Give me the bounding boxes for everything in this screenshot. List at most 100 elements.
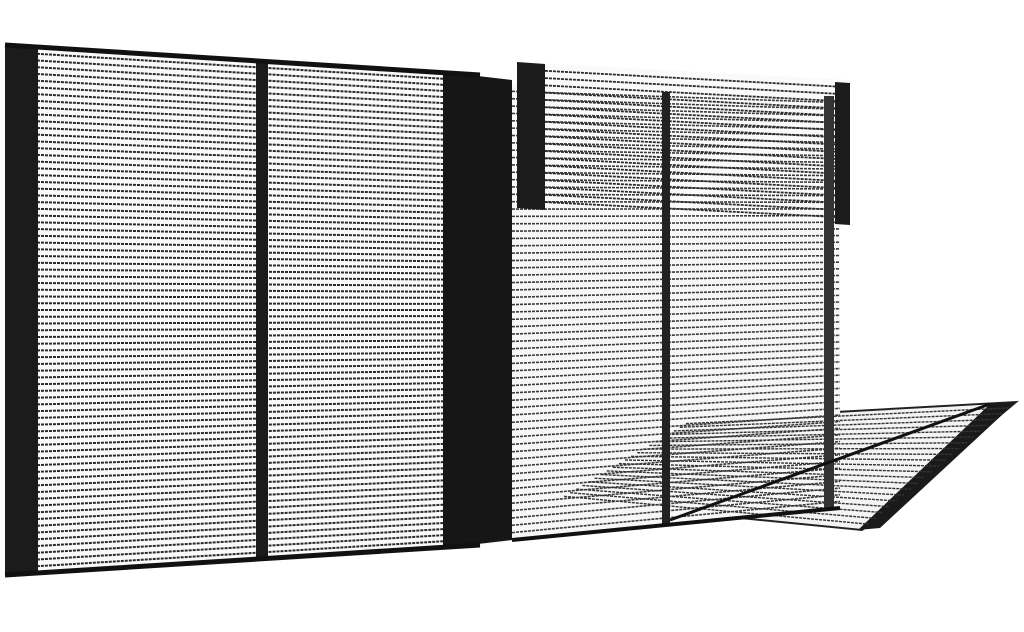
mesh-line xyxy=(511,374,841,394)
mesh-line xyxy=(4,381,481,393)
mesh-line xyxy=(511,407,841,431)
mesh-line xyxy=(4,91,481,119)
mesh-line xyxy=(511,193,841,197)
mesh-line xyxy=(4,477,481,502)
mesh-line xyxy=(661,430,982,439)
mesh-line xyxy=(511,434,841,460)
mesh-line xyxy=(4,118,481,143)
mesh-line xyxy=(511,186,841,190)
mesh-line xyxy=(511,267,841,277)
mesh-line xyxy=(4,166,481,185)
mesh-line xyxy=(511,248,841,254)
mesh-line xyxy=(516,156,851,176)
center-post xyxy=(443,72,512,548)
mesh-line xyxy=(4,441,481,461)
mesh-line xyxy=(4,50,481,83)
mesh-line xyxy=(511,178,841,184)
mesh-line xyxy=(4,429,481,447)
mesh-line xyxy=(511,427,841,453)
mesh-line xyxy=(511,447,841,475)
mesh-line xyxy=(588,481,898,502)
floor-brace xyxy=(669,402,991,522)
mesh-line xyxy=(511,234,841,240)
mesh-line xyxy=(511,281,841,291)
mesh-line xyxy=(4,471,481,495)
mesh-line xyxy=(4,483,481,509)
mesh-line xyxy=(511,440,841,468)
mesh-line xyxy=(516,163,851,183)
mesh-line xyxy=(511,367,841,387)
mesh-line xyxy=(618,462,933,473)
mesh-line xyxy=(4,254,481,263)
mesh-line xyxy=(4,207,481,221)
mesh-line xyxy=(4,315,481,318)
mesh-line xyxy=(511,354,841,372)
middle-post xyxy=(256,60,268,561)
mesh-line xyxy=(4,64,481,95)
mesh-line xyxy=(516,75,851,96)
mesh-line xyxy=(4,459,481,481)
upper-panel-post xyxy=(835,82,850,225)
left-panel-bottom xyxy=(4,542,481,578)
mesh-line xyxy=(4,525,481,556)
mesh-line xyxy=(511,480,841,512)
mesh-line xyxy=(4,173,481,191)
mesh-line xyxy=(4,447,481,468)
mesh-line xyxy=(4,145,481,167)
mesh-line xyxy=(4,417,481,434)
mesh-line xyxy=(4,345,481,352)
mesh-line xyxy=(4,77,481,107)
mesh-line xyxy=(4,159,481,179)
mesh-line xyxy=(4,179,481,197)
mesh-line xyxy=(4,234,481,245)
mesh-line xyxy=(511,149,841,157)
mesh-line xyxy=(4,453,481,475)
mesh-line xyxy=(4,507,481,536)
mesh-line xyxy=(511,361,841,379)
mesh-line xyxy=(516,177,851,197)
left-panel-top xyxy=(4,42,481,78)
mesh-line xyxy=(4,393,481,407)
mesh-line xyxy=(4,213,481,227)
mesh-line xyxy=(643,447,961,450)
mesh-line xyxy=(511,347,841,365)
right-panel-post xyxy=(824,96,834,508)
mesh-line xyxy=(4,513,481,543)
mesh-line xyxy=(511,487,841,519)
mesh-line xyxy=(511,334,841,350)
mesh-line xyxy=(511,321,841,335)
mesh-line xyxy=(511,241,841,247)
mesh-line xyxy=(4,339,481,345)
mesh-line xyxy=(516,199,851,219)
mesh-line xyxy=(4,333,481,339)
mesh-line xyxy=(631,455,947,461)
upper-panel-post xyxy=(517,62,545,210)
mesh-line xyxy=(511,274,841,284)
mesh-line xyxy=(4,281,481,287)
mesh-line xyxy=(511,171,841,177)
mesh-line xyxy=(637,452,954,456)
mesh-line xyxy=(4,84,481,113)
mesh-line xyxy=(511,454,841,482)
mesh-line xyxy=(516,170,851,190)
mesh-line xyxy=(511,400,841,424)
mesh-line xyxy=(511,341,841,357)
mesh-line xyxy=(4,489,481,515)
mesh-line xyxy=(649,442,968,447)
mesh-line xyxy=(4,423,481,441)
mesh-line xyxy=(511,254,841,262)
mesh-line xyxy=(4,327,481,332)
mesh-line xyxy=(4,111,481,137)
mesh-line xyxy=(4,241,481,251)
mesh-line xyxy=(4,57,481,89)
mesh-line xyxy=(516,90,851,110)
mesh-line xyxy=(4,537,481,570)
mesh-line xyxy=(4,288,481,293)
mesh-line xyxy=(655,436,975,443)
mesh-line xyxy=(4,387,481,400)
mesh-line xyxy=(4,71,481,101)
mesh-line xyxy=(511,142,841,150)
mesh-line xyxy=(4,369,481,379)
